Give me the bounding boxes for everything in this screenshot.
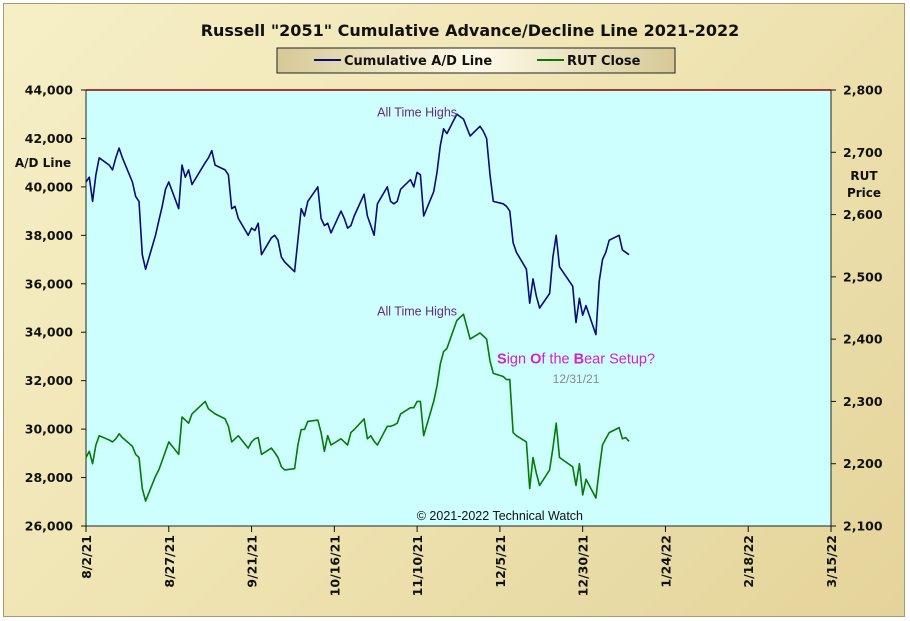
right-tick-label: 2,800 <box>843 83 883 98</box>
legend-label-ad-line: Cumulative A/D Line <box>344 54 492 69</box>
x-tick-label: 1/24/22 <box>658 535 673 588</box>
x-tick-label: 9/21/21 <box>245 535 260 588</box>
setup-note-part: S <box>497 352 507 368</box>
x-tick-label: 10/16/21 <box>327 535 342 596</box>
left-axis-title: A/D Line <box>15 156 71 170</box>
right-tick-label: 2,600 <box>843 207 883 222</box>
annotation-all-time-highs: All Time Highs <box>377 304 457 318</box>
right-axis-title-line-2: Price <box>847 186 881 200</box>
legend: Cumulative A/D Line RUT Close <box>276 47 676 74</box>
copyright-text: © 2021-2022 Technical Watch <box>417 509 583 523</box>
left-tick-label: 38,000 <box>25 228 74 243</box>
x-axis: 8/2/21 8/27/21 9/21/21 10/16/21 11/10/21 12/5… <box>79 526 839 596</box>
left-tick-label: 30,000 <box>25 422 74 437</box>
annotation-all-time-highs: All Time Highs <box>377 106 457 120</box>
left-axis: 26,000 28,000 30,000 32,000 34,000 36,000 38,0… <box>25 83 86 534</box>
x-tick-label: 12/5/21 <box>493 535 508 588</box>
left-tick-label: 40,000 <box>25 179 74 194</box>
left-tick-label: 32,000 <box>25 373 74 388</box>
right-tick-label: 2,300 <box>843 394 883 409</box>
left-tick-label: 42,000 <box>25 131 74 146</box>
x-tick-label: 8/2/21 <box>79 535 94 579</box>
x-tick-label: 2/18/22 <box>741 535 756 588</box>
legend-box <box>276 47 676 74</box>
x-tick-label: 12/30/21 <box>576 535 591 596</box>
right-axis: 2,100 2,200 2,300 2,400 2,500 2,600 2,700 2,800 <box>831 83 883 534</box>
series-layer <box>85 113 630 502</box>
rut-close-series <box>85 313 630 502</box>
left-tick-label: 34,000 <box>25 325 74 340</box>
setup-note-part: f the <box>541 352 573 368</box>
setup-note-part: B <box>574 352 584 368</box>
right-axis-title-line-1: RUT <box>850 169 878 183</box>
right-tick-label: 2,500 <box>843 269 883 284</box>
left-tick-label: 28,000 <box>25 470 74 485</box>
setup-note-part: ign <box>507 352 530 368</box>
right-tick-label: 2,400 <box>843 332 883 347</box>
ad-line-series <box>85 113 630 336</box>
right-tick-label: 2,700 <box>843 145 883 160</box>
annotation-date: 12/31/21 <box>553 372 600 386</box>
right-tick-label: 2,200 <box>843 456 883 471</box>
right-axis-title: RUT Price <box>847 169 881 200</box>
setup-note-part: ear Setup? <box>584 352 655 368</box>
chart-title: Russell "2051" Cumulative Advance/Declin… <box>201 21 740 40</box>
legend-label-rut-close: RUT Close <box>567 54 641 69</box>
x-tick-label: 3/15/22 <box>824 535 839 588</box>
x-tick-label: 8/27/21 <box>162 535 177 588</box>
plot-area <box>85 89 832 527</box>
x-tick-label: 11/10/21 <box>410 535 425 596</box>
annotations: All Time Highs All Time Highs 12/31/21 © 20… <box>377 106 600 523</box>
setup-note-part: O <box>530 352 541 368</box>
left-axis-title-line: A/D Line <box>15 156 71 170</box>
left-tick-label: 44,000 <box>25 83 74 98</box>
setup-note: Sign Of the Bear Setup? <box>497 352 655 368</box>
left-tick-label: 36,000 <box>25 276 74 291</box>
left-tick-label: 26,000 <box>25 519 74 534</box>
right-tick-label: 2,100 <box>843 519 883 534</box>
